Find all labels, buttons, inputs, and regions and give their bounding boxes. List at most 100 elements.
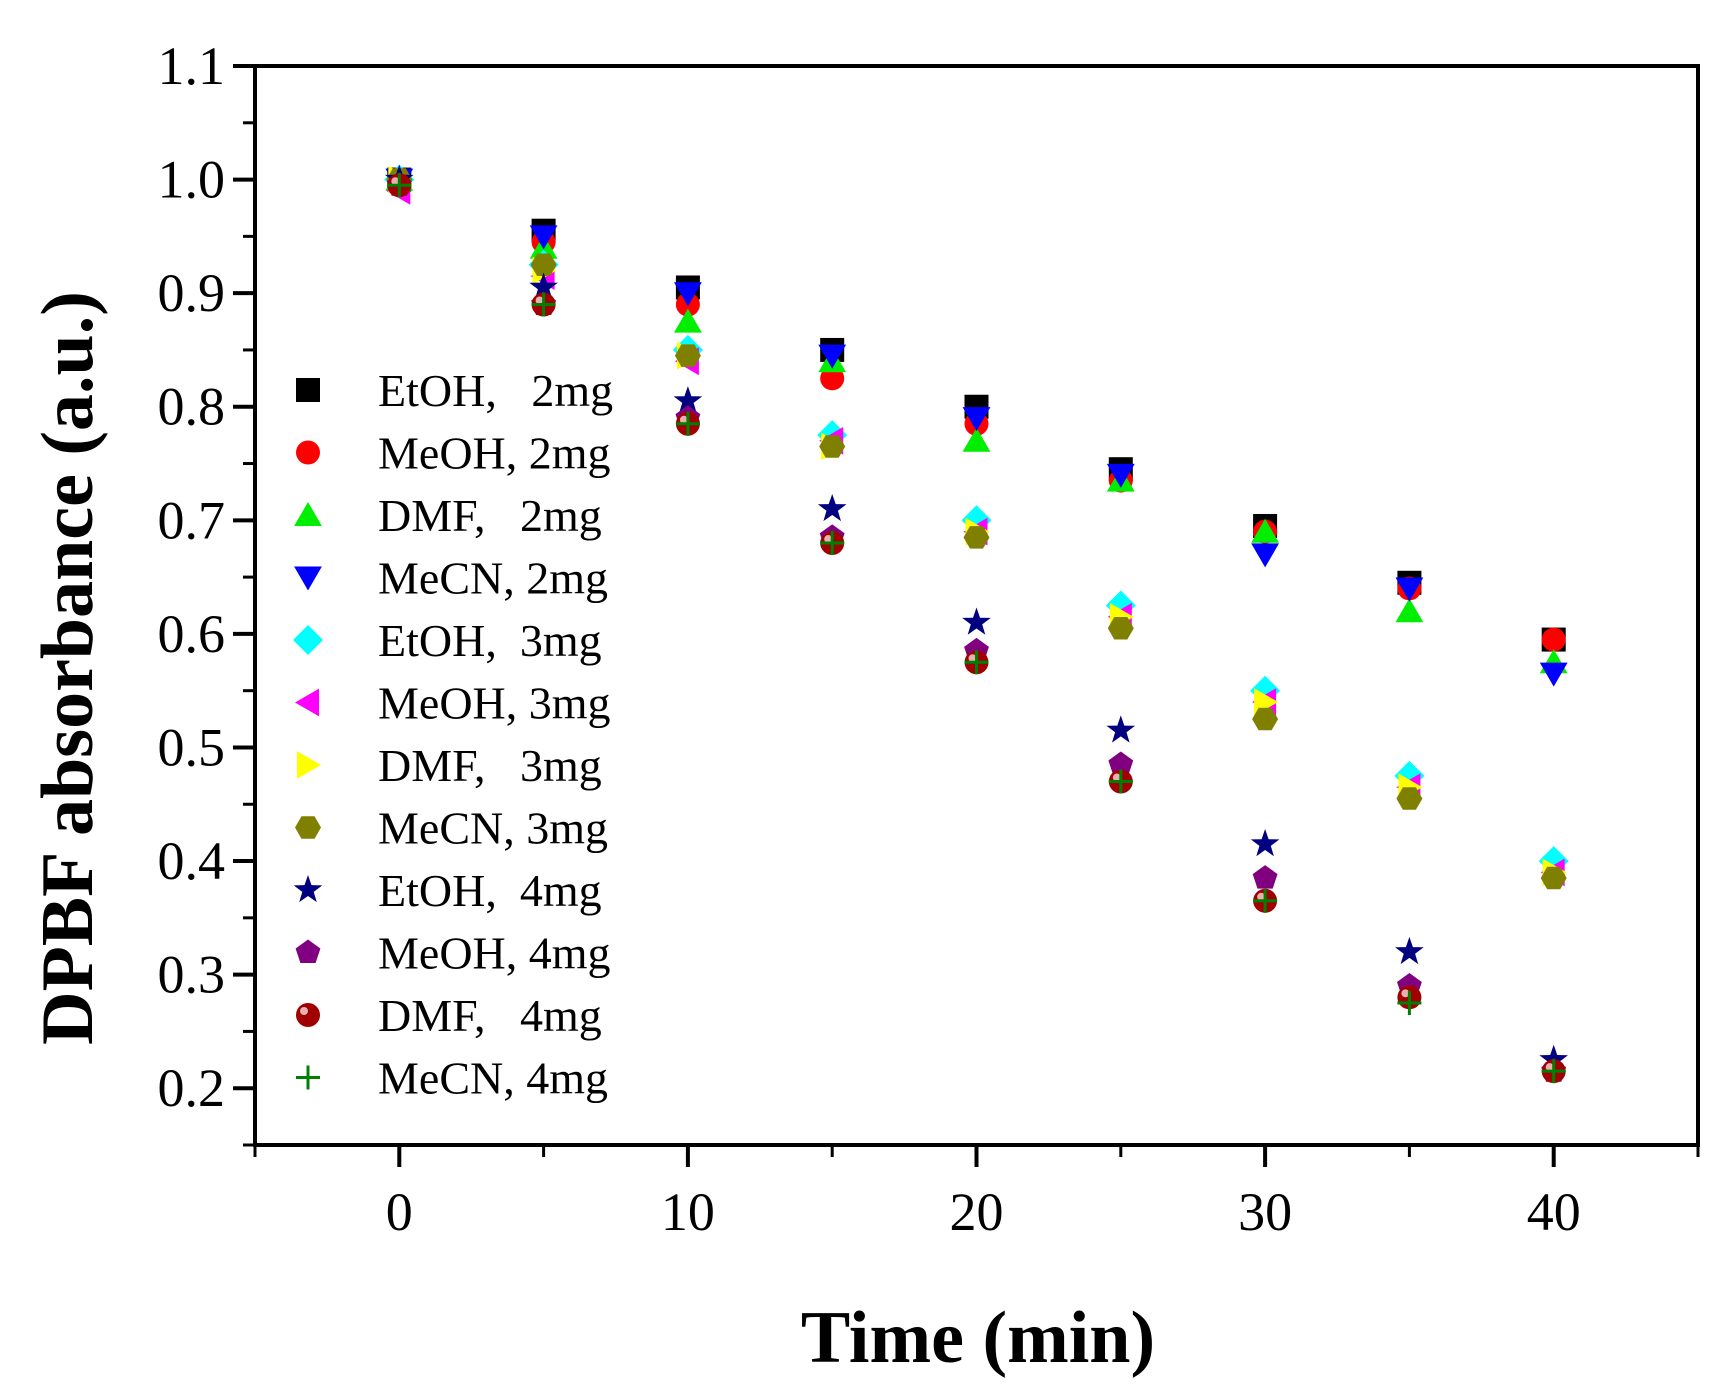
legend-marker bbox=[294, 566, 322, 591]
data-point bbox=[1108, 751, 1134, 775]
legend-item: MeOH, 4mg bbox=[295, 928, 611, 979]
legend-label: DMF, 3mg bbox=[378, 740, 602, 791]
y-tick-label: 0.6 bbox=[158, 604, 226, 664]
legend-label: DMF, 4mg bbox=[378, 990, 602, 1041]
legend-label: MeOH, 3mg bbox=[378, 678, 611, 729]
data-point bbox=[1107, 617, 1134, 640]
data-point bbox=[1396, 787, 1423, 810]
data-point-highlight bbox=[1257, 892, 1266, 901]
legend-label: MeCN, 4mg bbox=[378, 1053, 608, 1104]
data-point-highlight bbox=[824, 535, 833, 544]
legend-marker bbox=[296, 1065, 320, 1090]
x-axis-title: Time (min) bbox=[801, 1297, 1155, 1379]
legend-item: DMF, 3mg bbox=[297, 740, 602, 791]
data-point-highlight bbox=[968, 654, 977, 663]
x-tick-label: 40 bbox=[1527, 1182, 1581, 1242]
data-point bbox=[387, 173, 412, 198]
y-tick-label: 0.7 bbox=[158, 490, 226, 550]
x-tick-label: 0 bbox=[386, 1182, 413, 1242]
legend-marker bbox=[293, 625, 323, 655]
data-point bbox=[1395, 598, 1424, 623]
data-point bbox=[820, 366, 845, 391]
data-point bbox=[962, 427, 991, 452]
legend-marker bbox=[295, 939, 321, 963]
legend-label: EtOH, 3mg bbox=[378, 615, 602, 666]
legend-marker-body bbox=[296, 1003, 320, 1027]
legend-item: MeOH, 2mg bbox=[296, 428, 611, 479]
data-point bbox=[1106, 463, 1135, 488]
data-point bbox=[1253, 888, 1278, 913]
data-point bbox=[817, 494, 847, 522]
data-point-highlight bbox=[535, 296, 544, 305]
data-point bbox=[1540, 866, 1567, 890]
x-tick-label: 10 bbox=[661, 1182, 715, 1242]
data-point bbox=[1106, 715, 1136, 743]
y-tick-label: 0.2 bbox=[158, 1058, 226, 1118]
data-point bbox=[1395, 936, 1424, 965]
data-point bbox=[531, 292, 556, 317]
data-point-highlight bbox=[679, 415, 688, 424]
data-point bbox=[1108, 769, 1133, 794]
data-point bbox=[1252, 865, 1278, 889]
legend-item: EtOH, 4mg bbox=[293, 865, 602, 916]
legend-item: MeOH, 3mg bbox=[295, 678, 611, 729]
legend-label: EtOH, 4mg bbox=[378, 865, 602, 916]
data-point bbox=[673, 386, 703, 414]
data-point-highlight bbox=[391, 177, 400, 186]
data-point bbox=[674, 308, 702, 333]
legend-marker bbox=[296, 1003, 320, 1027]
x-tick-label: 30 bbox=[1238, 1182, 1292, 1242]
data-point bbox=[963, 526, 990, 549]
legend-item: MeCN, 4mg bbox=[296, 1053, 608, 1104]
y-tick-label: 0.8 bbox=[158, 377, 226, 437]
y-axis-title: DPBF absorbance (a.u.) bbox=[27, 291, 109, 1045]
data-point bbox=[1539, 662, 1568, 687]
legend-item: DMF, 2mg bbox=[294, 490, 602, 541]
legend-item: EtOH, 2mg bbox=[296, 365, 613, 416]
legend-label: MeCN, 3mg bbox=[378, 803, 608, 854]
data-point bbox=[962, 407, 991, 432]
legend-marker bbox=[296, 378, 320, 402]
legend-marker bbox=[294, 502, 322, 526]
y-tick-label: 1.1 bbox=[158, 36, 226, 96]
legend-marker bbox=[297, 751, 321, 779]
legend-marker bbox=[293, 875, 323, 903]
data-point bbox=[818, 344, 847, 369]
legend-label: MeCN, 2mg bbox=[378, 553, 608, 604]
legend-item: DMF, 4mg bbox=[296, 990, 602, 1041]
data-point bbox=[1397, 991, 1422, 1016]
legend-label: EtOH, 2mg bbox=[378, 365, 613, 416]
axes: 0.2 0.3 0.4 0.5 0.6 0.7 0.8 0.9 1.0 1.1 0 10 20 30 40 bbox=[158, 36, 1700, 1242]
legend-item: MeCN, 2mg bbox=[294, 553, 608, 604]
data-point bbox=[1541, 627, 1566, 652]
data-point bbox=[675, 411, 700, 436]
data-point bbox=[1395, 577, 1424, 602]
y-tick-label: 0.4 bbox=[158, 831, 226, 891]
data-point bbox=[1251, 518, 1279, 543]
y-tick-label: 0.5 bbox=[158, 717, 226, 777]
y-tick-label: 0.9 bbox=[158, 263, 226, 323]
legend-marker bbox=[295, 688, 319, 717]
data-point bbox=[674, 282, 702, 307]
data-points bbox=[384, 164, 1569, 1084]
y-tick-label: 1.0 bbox=[158, 150, 226, 210]
y-tick-label: 0.3 bbox=[158, 945, 226, 1005]
data-point-highlight bbox=[1401, 989, 1410, 998]
data-point-highlight bbox=[1112, 773, 1121, 782]
data-point bbox=[529, 272, 558, 300]
data-point bbox=[1252, 707, 1279, 731]
data-point bbox=[674, 344, 701, 367]
data-point bbox=[387, 173, 412, 198]
data-point bbox=[962, 607, 991, 635]
data-point bbox=[1541, 1059, 1566, 1084]
legend-marker-highlight bbox=[300, 1007, 308, 1015]
legend-label: MeOH, 2mg bbox=[378, 428, 611, 479]
x-tick-label: 20 bbox=[950, 1182, 1004, 1242]
data-point bbox=[529, 225, 558, 250]
series-12 bbox=[387, 173, 1566, 1084]
data-point-highlight bbox=[1545, 1063, 1554, 1072]
data-point bbox=[819, 435, 846, 458]
legend: EtOH, 2mg MeOH, 2mg DMF, 2mg MeCN, 2mg EtOH,… bbox=[293, 365, 613, 1104]
